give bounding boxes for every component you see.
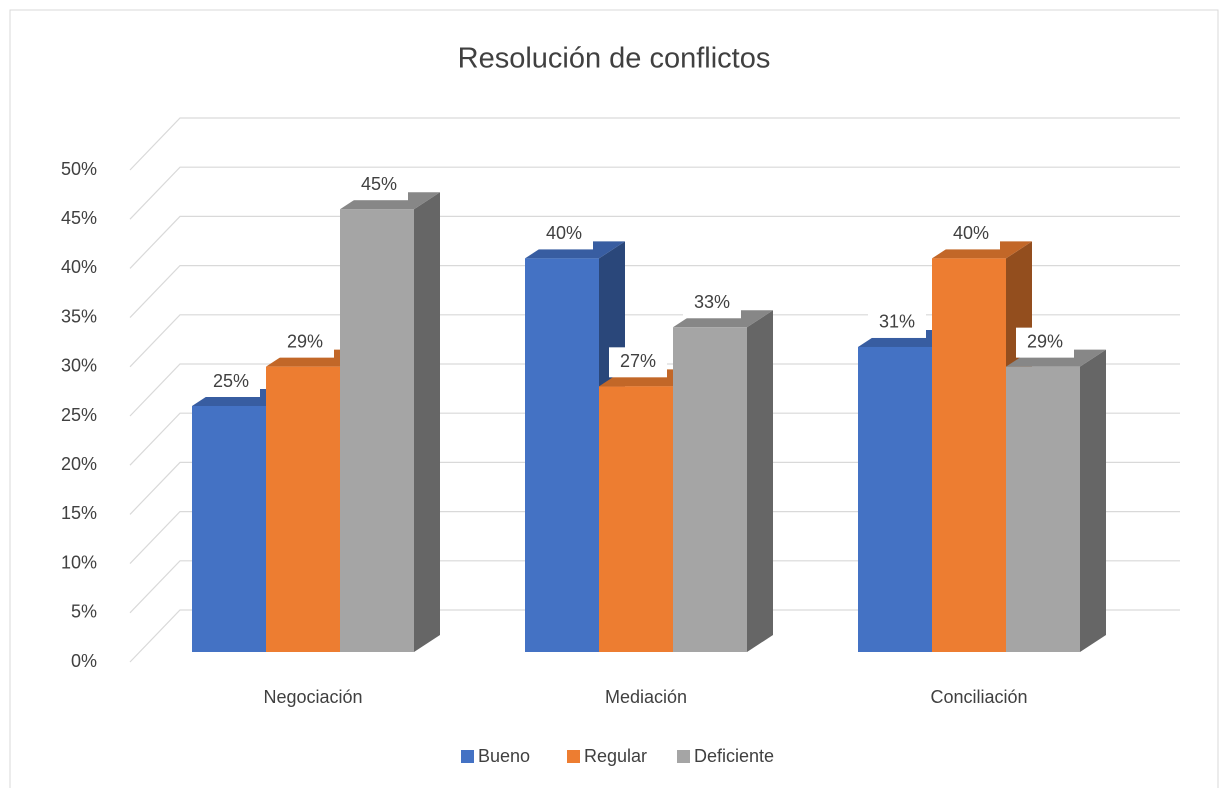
grid-line (129, 215, 1180, 269)
bar-side (414, 192, 440, 652)
grid-line (129, 265, 1180, 319)
grid-line (129, 363, 1180, 417)
y-tick-label: 40% (61, 257, 97, 277)
grid-line (129, 609, 1180, 663)
legend-label: Bueno (478, 746, 530, 766)
grid-line (129, 461, 1180, 515)
legend-label: Regular (584, 746, 647, 766)
bar (340, 192, 440, 652)
y-tick-label: 50% (61, 159, 97, 179)
data-label: 25% (213, 371, 249, 391)
data-label-box (350, 170, 408, 201)
legend-label: Deficiente (694, 746, 774, 766)
data-label-box (276, 327, 334, 358)
x-tick-label: Conciliación (930, 687, 1027, 707)
data-label-box (868, 307, 926, 338)
legend-swatch (461, 750, 474, 763)
bar-front (525, 258, 599, 652)
data-label: 29% (1027, 331, 1063, 351)
grid-line (129, 166, 1180, 220)
bar-front (673, 327, 747, 652)
data-label-box (683, 288, 741, 319)
bar-front (340, 209, 414, 652)
data-label-box (609, 347, 667, 378)
data-label: 40% (546, 223, 582, 243)
bar (1006, 349, 1106, 652)
bar-front (266, 366, 340, 652)
grid-line (129, 412, 1180, 466)
y-tick-label: 45% (61, 208, 97, 228)
y-tick-label: 35% (61, 306, 97, 326)
bar (673, 310, 773, 652)
data-label-box (1016, 327, 1074, 358)
y-tick-label: 15% (61, 503, 97, 523)
bar-front (1006, 366, 1080, 652)
bar-front (599, 386, 673, 652)
x-tick-label: Negociación (263, 687, 362, 707)
legend-swatch (567, 750, 580, 763)
y-tick-label: 10% (61, 552, 97, 572)
bar-side (1080, 349, 1106, 652)
bar-front (932, 258, 1006, 652)
y-tick-label: 20% (61, 454, 97, 474)
grid-line (129, 511, 1180, 565)
bar-front (192, 406, 266, 652)
grid-line (129, 314, 1180, 368)
grid-line (129, 117, 1180, 171)
grid-line (129, 560, 1180, 614)
data-label-box (942, 219, 1000, 250)
data-label-box (202, 367, 260, 397)
data-label-box (535, 219, 593, 250)
data-label: 45% (361, 174, 397, 194)
data-label: 29% (287, 331, 323, 351)
bar-front (858, 346, 932, 652)
y-tick-label: 5% (71, 602, 97, 622)
legend-swatch (677, 750, 690, 763)
data-label: 31% (879, 312, 915, 332)
y-tick-label: 30% (61, 356, 97, 376)
data-label: 40% (953, 223, 989, 243)
y-tick-label: 25% (61, 405, 97, 425)
data-label: 33% (694, 292, 730, 312)
chart-title: Resolución de conflictos (458, 43, 771, 75)
data-label: 27% (620, 351, 656, 371)
bar-side (747, 310, 773, 652)
x-tick-label: Mediación (605, 687, 687, 707)
y-tick-label: 0% (71, 651, 97, 671)
